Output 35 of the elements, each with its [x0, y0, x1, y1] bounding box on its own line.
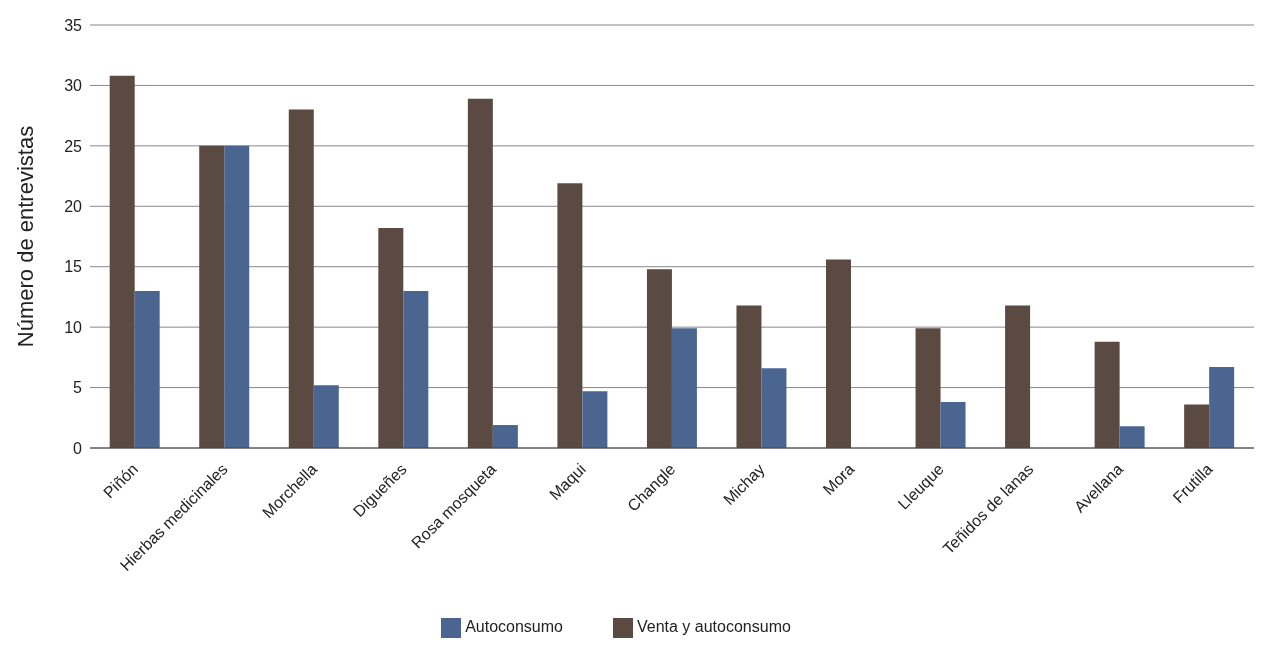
y-axis-title: Número de entrevistas	[12, 125, 38, 348]
bar	[403, 290, 429, 448]
bar	[1005, 305, 1031, 448]
bar	[1094, 341, 1120, 448]
bar	[467, 98, 493, 448]
bar	[313, 385, 339, 448]
bar	[288, 109, 314, 448]
y-tick-label: 20	[64, 197, 83, 215]
bar	[646, 269, 672, 448]
bar	[134, 290, 160, 448]
y-tick-label: 0	[73, 439, 83, 457]
bar	[940, 402, 966, 448]
bar	[492, 425, 518, 448]
bar	[761, 368, 787, 448]
bar	[826, 259, 852, 448]
bar	[1119, 426, 1145, 448]
y-tick-label: 5	[73, 379, 83, 397]
y-tick-label: 25	[64, 137, 83, 155]
legend-label: Autoconsumo	[465, 618, 563, 636]
y-tick-label: 30	[64, 77, 83, 95]
legend-label: Venta y autoconsumo	[636, 618, 791, 636]
bar	[224, 145, 250, 448]
bar	[378, 228, 404, 448]
bar	[915, 328, 941, 448]
bar	[199, 145, 225, 448]
bar	[1184, 404, 1210, 448]
y-tick-label: 35	[64, 16, 83, 34]
bar	[582, 391, 608, 448]
y-tick-label: 10	[64, 318, 83, 336]
bar	[557, 183, 583, 448]
bar	[1209, 367, 1235, 448]
bar	[109, 75, 135, 448]
bar	[736, 305, 762, 448]
y-tick-label: 15	[64, 258, 83, 276]
bar	[671, 328, 697, 448]
